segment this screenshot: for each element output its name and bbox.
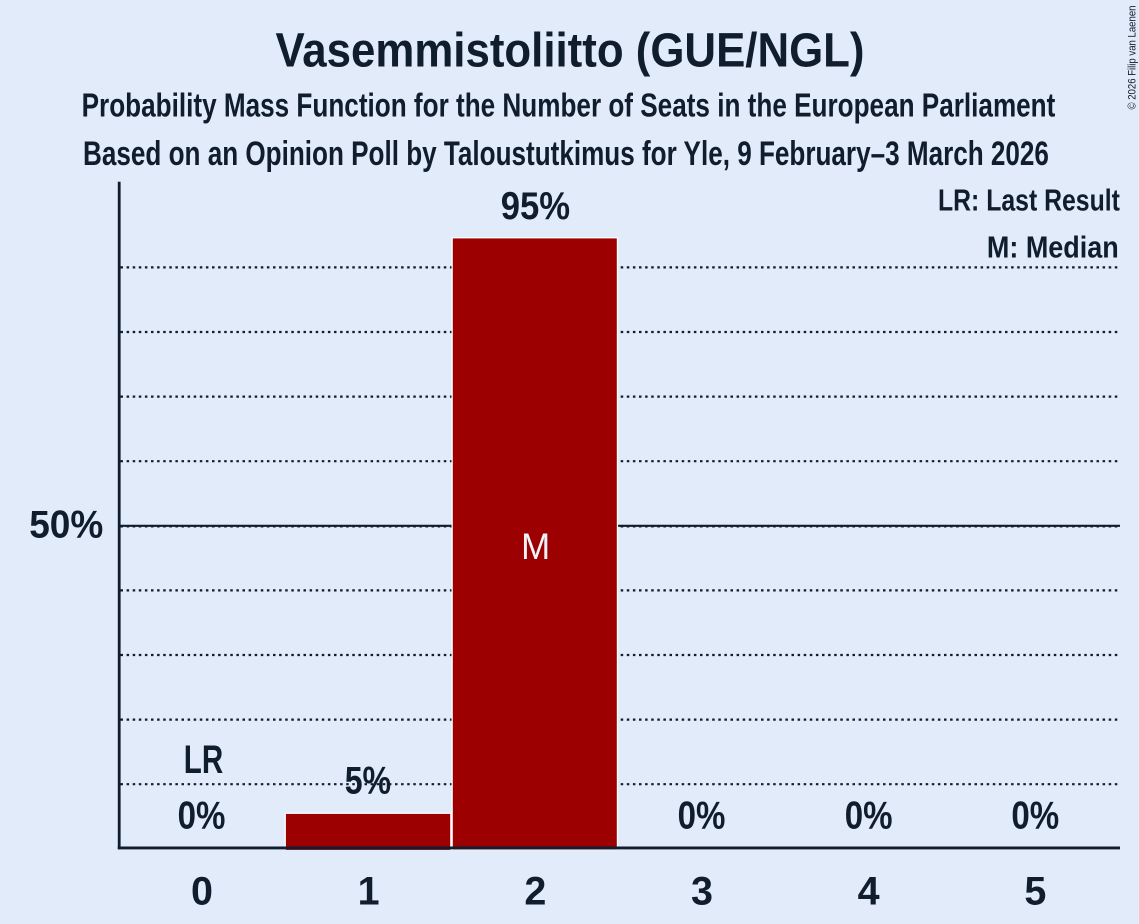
svg-text:© 2026 Filip van Laenen: © 2026 Filip van Laenen — [1127, 6, 1139, 110]
svg-text:LR: LR — [184, 738, 223, 782]
svg-text:1: 1 — [358, 870, 380, 914]
svg-text:3: 3 — [691, 870, 713, 914]
svg-text:2: 2 — [524, 870, 546, 914]
svg-text:Vasemmistoliitto (GUE/NGL): Vasemmistoliitto (GUE/NGL) — [276, 25, 865, 78]
svg-text:Based on an Opinion Poll by Ta: Based on an Opinion Poll by Taloustutkim… — [83, 135, 1049, 173]
svg-text:95%: 95% — [501, 185, 570, 228]
svg-text:0%: 0% — [178, 795, 226, 838]
svg-text:4: 4 — [858, 870, 880, 914]
svg-text:0%: 0% — [845, 795, 893, 838]
svg-text:0%: 0% — [678, 795, 726, 838]
svg-text:5: 5 — [1024, 870, 1046, 914]
svg-text:M: M — [521, 526, 550, 567]
svg-text:LR: Last Result: LR: Last Result — [938, 184, 1120, 218]
svg-text:M: Median: M: Median — [987, 230, 1119, 264]
svg-text:0%: 0% — [1011, 795, 1059, 838]
svg-text:0: 0 — [191, 870, 213, 914]
svg-text:5%: 5% — [345, 759, 391, 802]
svg-text:Probability Mass Function for: Probability Mass Function for the Number… — [82, 87, 1056, 124]
svg-text:50%: 50% — [29, 504, 103, 547]
